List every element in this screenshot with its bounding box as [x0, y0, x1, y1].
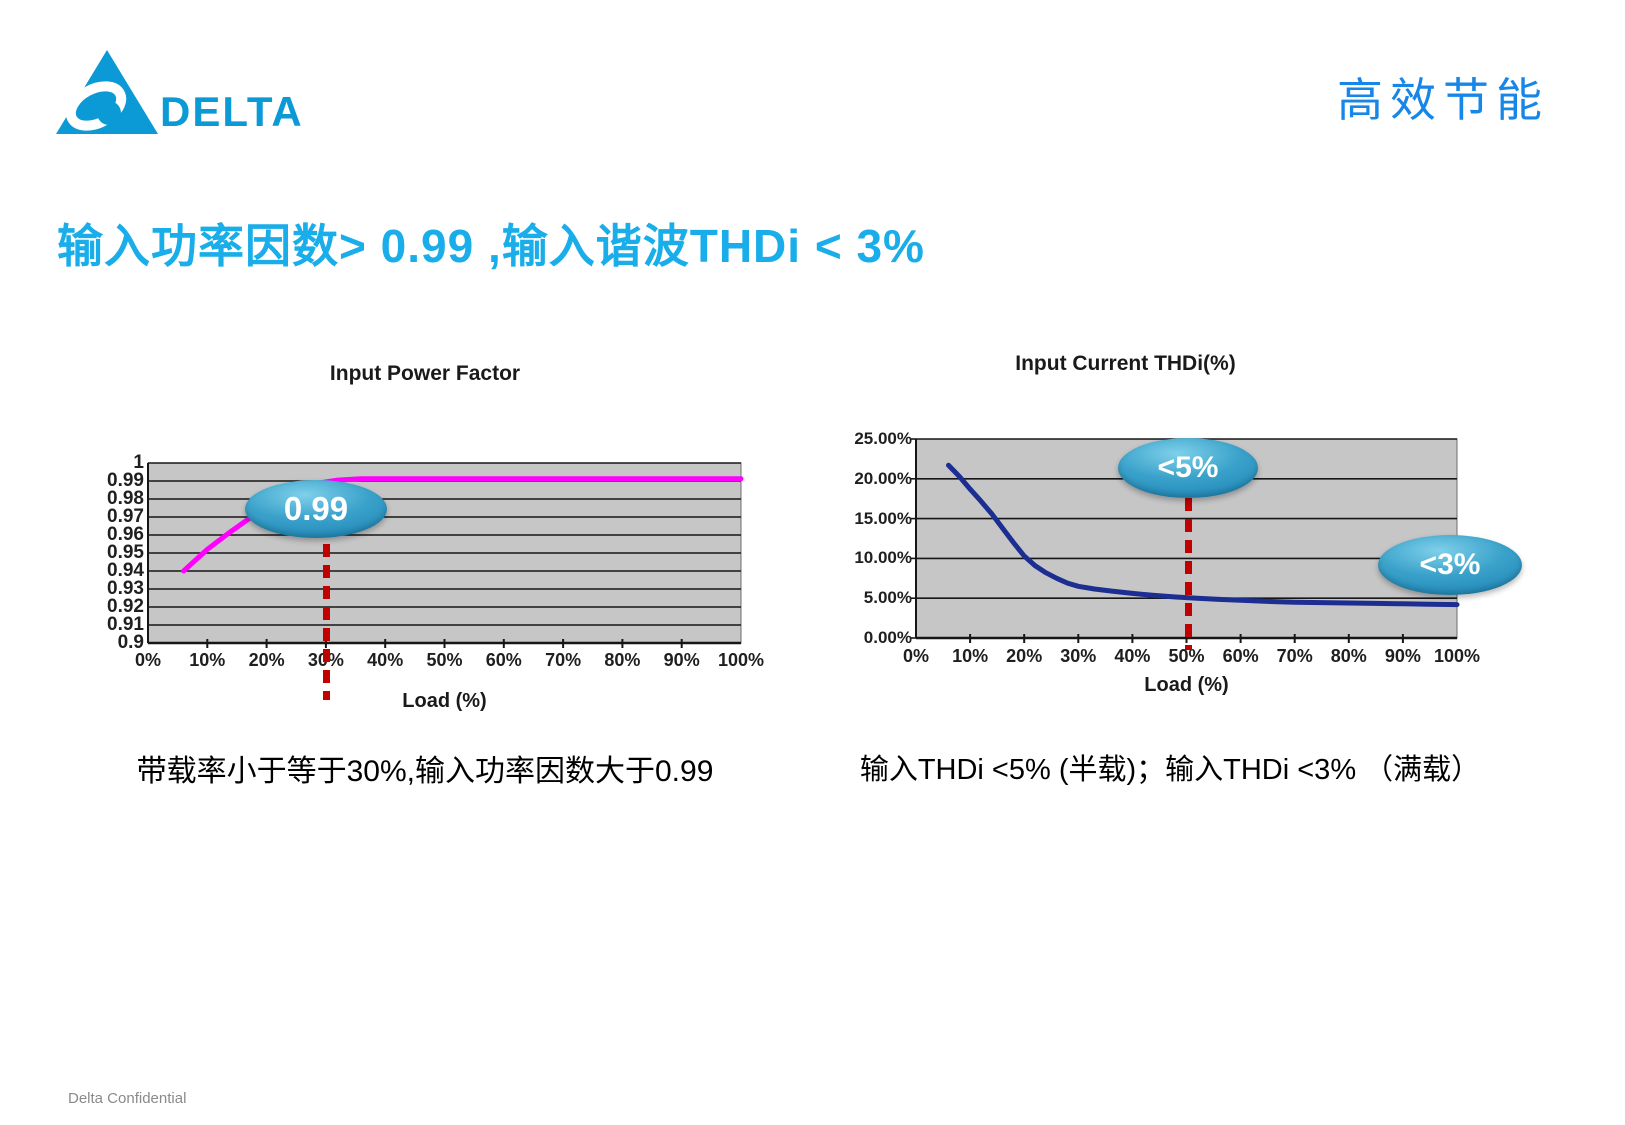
y-tick-label: 0.9: [117, 632, 144, 653]
x-tick-label: 80%: [1330, 646, 1367, 666]
y-tick-label: 0.95: [107, 542, 144, 563]
delta-logo-icon: [56, 50, 158, 134]
y-tick-label: 0.99: [107, 470, 144, 491]
delta-wordmark: DELTA: [160, 88, 304, 135]
y-tick-label: 0.98: [107, 488, 144, 509]
callout-bubble-lt3pct: <3%: [1378, 535, 1522, 595]
y-tick-label: 0.92: [107, 596, 144, 617]
x-axis-title: Load (%): [402, 690, 487, 712]
page-tag: 高效节能: [1337, 74, 1549, 126]
callout-bubble-lt5pct: <5%: [1118, 438, 1258, 498]
x-tick-label: 0%: [134, 650, 161, 670]
x-tick-label: 50%: [1168, 646, 1205, 666]
x-tick-label: 90%: [1384, 646, 1421, 666]
x-tick-label: 30%: [1060, 646, 1097, 666]
x-tick-label: 60%: [1222, 646, 1259, 666]
y-tick-label: 20.00%: [854, 468, 912, 488]
y-tick-label: 1: [133, 452, 144, 473]
y-tick-label: 0.93: [107, 578, 144, 599]
x-tick-label: 70%: [1276, 646, 1313, 666]
caption-thdi: 输入THDi <5% (半载)；输入THDi <3% （满载）: [859, 754, 1481, 786]
x-tick-label: 70%: [545, 650, 582, 670]
x-tick-label: 80%: [604, 650, 641, 670]
x-tick-label: 20%: [1006, 646, 1043, 666]
power-factor-plot: [147, 462, 744, 648]
x-tick-label: 50%: [426, 650, 463, 670]
slide-title: 输入功率因数> 0.99 ,输入谐波THDi < 3%: [57, 220, 925, 272]
y-tick-label: 15.00%: [854, 508, 912, 528]
callout-bubble-0.99: 0.99: [245, 480, 387, 538]
y-tick-label: 5.00%: [863, 588, 912, 608]
y-tick-label: 0.96: [107, 524, 144, 545]
chart-input-power-factor: Input Power Factor Load (%) 0.99 1 0.99 0.…: [95, 350, 764, 735]
chart-title: Input Power Factor: [329, 362, 521, 385]
y-tick-label: 0.91: [107, 614, 144, 635]
y-tick-label: 25.00%: [854, 429, 912, 448]
chart-input-current-thdi: Input Current THDi(%) Load (%) <5% <3% 2…: [815, 340, 1540, 735]
x-tick-label: 40%: [367, 650, 404, 670]
x-tick-label: 60%: [485, 650, 522, 670]
x-tick-label: 20%: [248, 650, 285, 670]
caption-power-factor: 带载率小于等于30%,输入功率因数大于0.99: [136, 755, 714, 788]
x-tick-label: 100%: [717, 650, 765, 670]
y-tick-label: 0.00%: [863, 628, 912, 647]
x-tick-label: 90%: [663, 650, 700, 670]
x-axis-title: Load (%): [1144, 674, 1229, 696]
dashed-guide-line-50pct: [1185, 498, 1192, 650]
x-tick-label: 0%: [902, 646, 929, 666]
y-tick-label: 0.94: [107, 560, 144, 581]
confidential-note: Delta Confidential: [68, 1090, 187, 1107]
y-tick-label: 10.00%: [854, 548, 912, 568]
x-tick-label: 40%: [1114, 646, 1151, 666]
y-tick-label: 0.97: [107, 506, 144, 527]
x-tick-label: 100%: [1433, 646, 1481, 666]
dashed-guide-line-30pct: [323, 523, 330, 700]
x-tick-label: 10%: [952, 646, 989, 666]
chart-title: Input Current THDi(%): [1015, 352, 1236, 375]
x-tick-label: 10%: [189, 650, 226, 670]
